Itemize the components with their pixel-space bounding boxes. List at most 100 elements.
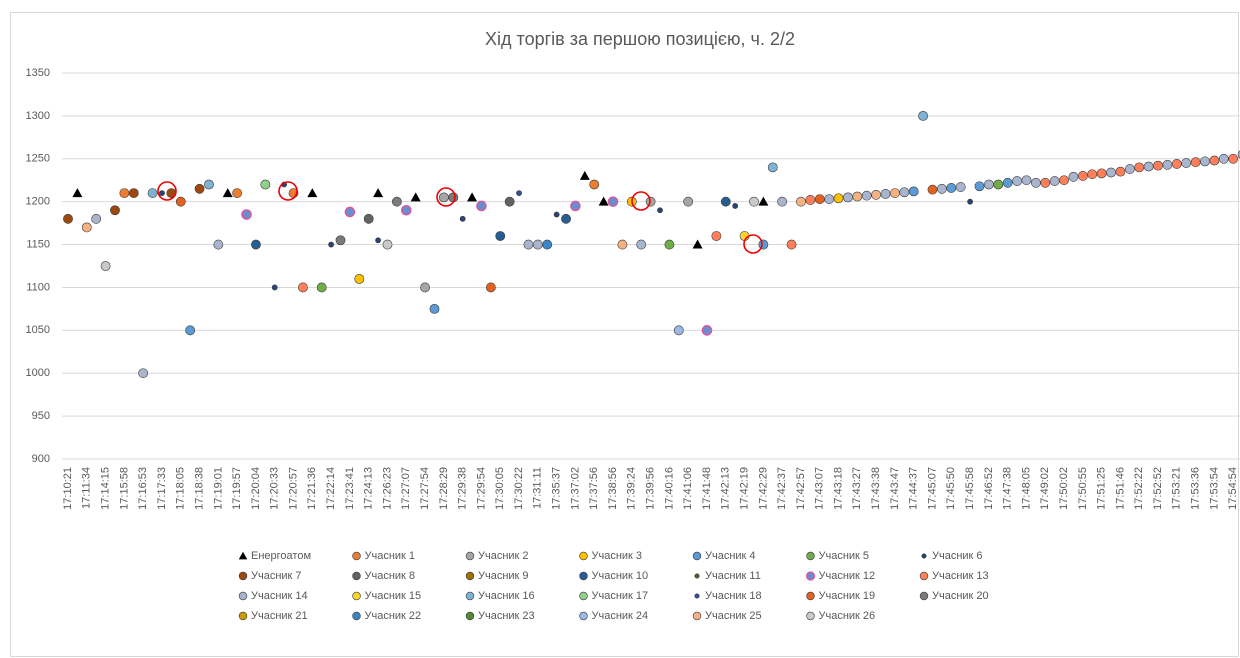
y-tick-label: 1000 [26,367,50,379]
marker-circle [805,571,816,581]
legend-item: Учасник 19 [806,590,875,602]
marker-circle [749,196,759,207]
legend-item: Учасник 20 [919,590,989,602]
marker-circle [238,611,248,621]
marker-circle [617,239,628,250]
legend-item: Учасник 24 [579,610,648,622]
marker-circle [1021,175,1032,186]
legend-item: Учасник 3 [579,550,642,562]
marker-circle [694,593,700,599]
marker-circle [806,591,815,601]
marker-circle [251,239,261,250]
marker-circle [833,193,844,204]
x-tick-label: 17:42:29 [757,467,769,510]
marker-circle [570,200,581,212]
marker-circle [352,551,361,561]
x-tick-label: 17:51:46 [1114,467,1126,510]
y-tick-label: 1100 [26,281,50,293]
marker-circle [908,186,919,197]
marker-circle [871,189,882,200]
x-tick-label: 17:17:33 [156,467,168,510]
y-tick-label: 1050 [26,324,50,336]
legend-item: Учасник 16 [465,590,535,602]
x-tick-label: 17:30:05 [494,467,506,510]
marker-triangle [467,192,478,202]
x-tick-label: 17:52:22 [1133,467,1145,510]
marker-circle [657,207,663,214]
marker-circle [843,192,853,203]
legend-label: Учасник 5 [819,550,870,562]
marker-circle [967,198,973,205]
x-tick-label: 17:53:54 [1208,467,1220,510]
x-tick-label: 17:45:07 [926,467,938,510]
marker-circle [899,187,910,198]
marker-circle [786,239,797,250]
marker-circle [363,213,374,224]
legend-label: Учасник 10 [592,570,649,582]
marker-triangle [373,188,384,198]
x-tick-label: 17:15:58 [118,467,130,510]
marker-circle [420,282,430,293]
marker-circle [1059,175,1069,186]
marker-circle [919,591,929,601]
marker-circle [701,325,713,336]
marker-circle [1002,177,1013,188]
legend-label: Учасник 26 [819,610,876,622]
marker-circle [1012,176,1022,186]
legend-item: Учасник 22 [352,610,422,622]
marker-circle [758,239,769,250]
marker-circle [683,196,694,207]
legend-item: Учасник 4 [692,550,756,562]
x-tick-label: 17:40:16 [663,467,675,510]
legend-label: Учасник 22 [365,610,422,622]
marker-circle [852,191,863,202]
legend-label: Учасник 8 [365,570,416,582]
highlight-ring [743,234,763,254]
legend-item: Учасник 26 [806,610,876,622]
marker-circle [204,179,214,190]
x-tick-label: 17:46:52 [983,467,995,510]
marker-circle [523,239,534,250]
marker-circle [589,179,600,190]
legend-item: Учасник 12 [805,570,875,582]
marker-circle [532,239,543,250]
marker-circle [119,188,130,198]
y-tick-label: 1350 [26,67,50,79]
marker-circle [711,231,722,241]
legend-label: Учасник 11 [705,570,761,582]
marker-circle [1153,160,1163,171]
marker-circle [1077,171,1088,181]
marker-circle [692,551,702,561]
marker-circle [1190,157,1201,168]
marker-triangle [222,188,233,198]
marker-circle [890,188,900,198]
marker-circle [400,204,412,216]
marker-circle [448,192,459,203]
legend-item: Учасник 1 [352,550,415,562]
x-tick-label: 17:20:33 [269,467,281,510]
x-tick-label: 17:45:58 [964,467,976,510]
marker-triangle [238,551,248,560]
marker-circle [175,196,186,207]
marker-circle [1200,156,1210,167]
x-tick-label: 17:49:02 [1039,467,1051,510]
x-tick-label: 17:38:56 [607,467,619,510]
marker-circle [147,188,158,198]
marker-circle [1181,158,1192,168]
y-tick-label: 1200 [26,196,50,208]
marker-circle [213,239,224,250]
marker-triangle [307,188,318,198]
x-tick-label: 17:53:21 [1171,467,1183,510]
marker-circle [232,188,243,198]
x-tick-label: 17:37:02 [569,467,581,510]
marker-circle [352,591,361,601]
marker-circle [335,235,346,246]
marker-triangle [598,196,609,206]
marker-circle [344,206,356,218]
x-tick-label: 17:23:41 [344,467,356,510]
marker-circle [159,190,165,196]
marker-circle [918,110,929,121]
chart-border [10,12,1239,657]
marker-circle [465,551,475,561]
